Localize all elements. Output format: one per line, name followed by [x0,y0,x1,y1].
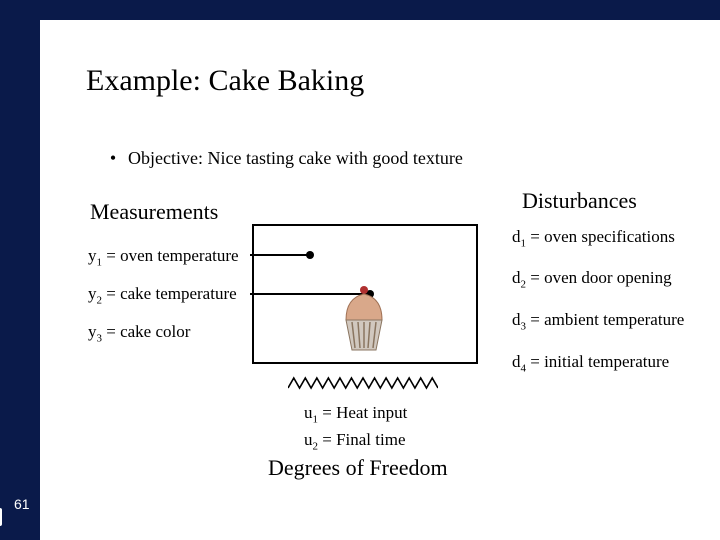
measurements-heading: Measurements [90,199,218,225]
d4-label: d4 = initial temperature [512,352,669,374]
dof-heading: Degrees of Freedom [268,455,448,481]
heating-element-icon [288,376,438,390]
disturbances-heading: Disturbances [522,188,637,214]
u2-label: u2 = Final time [304,430,406,452]
d2-label: d2 = oven door opening [512,268,672,290]
y1-label: y1 = oven temperature [88,246,239,268]
objective-text: Objective: Nice tasting cake with good t… [128,148,463,168]
cupcake-icon [336,284,392,354]
slide-content: Example: Cake Baking • Objective: Nice ta… [40,20,720,540]
d1-label: d1 = oven specifications [512,227,675,249]
y2-label: y2 = cake temperature [88,284,237,306]
topbar [40,0,720,20]
u1-label: u1 = Heat input [304,403,407,425]
y3-label: y3 = cake color [88,322,190,344]
logo-icon [0,508,2,526]
brand-logo: NTNU [0,437,6,526]
bullet-icon: • [108,148,118,169]
page-number: 61 [14,496,30,512]
sidebar: NTNU [0,0,40,540]
d3-label: d3 = ambient temperature [512,310,684,332]
objective-bullet: • Objective: Nice tasting cake with good … [108,148,463,169]
slide-title: Example: Cake Baking [86,64,364,98]
brand-text: NTNU [0,437,6,502]
probe-oven-temp [250,254,310,256]
